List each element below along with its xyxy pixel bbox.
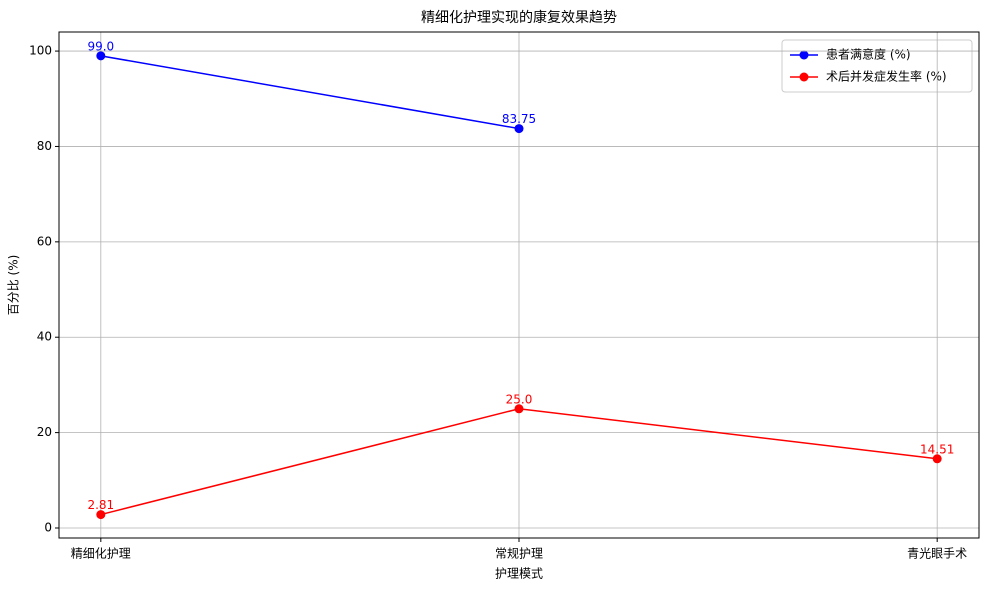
x-tick-label: 精细化护理 <box>71 547 131 561</box>
series-line <box>100 55 520 130</box>
value-label: 2.81 <box>87 498 114 512</box>
data-point <box>96 51 106 61</box>
data-point <box>514 404 524 414</box>
x-tick-label: 青光眼手术 <box>907 547 967 561</box>
legend-box <box>781 39 973 93</box>
data-point <box>514 124 524 134</box>
legend-label: 患者满意度 (%) <box>826 47 911 62</box>
y-axis-label: 百分比 (%) <box>7 255 21 316</box>
legend-marker <box>799 72 809 82</box>
value-label: 99.0 <box>87 39 114 53</box>
y-tick-label: 0 <box>44 520 52 534</box>
legend-label: 术后并发症发生率 (%) <box>826 69 947 84</box>
value-label: 14.51 <box>920 442 954 456</box>
y-tick-label: 40 <box>37 330 52 344</box>
value-label: 83.75 <box>502 112 536 126</box>
chart-title: 精细化护理实现的康复效果趋势 <box>421 9 617 26</box>
legend-marker <box>799 50 809 60</box>
x-tick-label: 常规护理 <box>495 546 543 561</box>
y-tick-label: 60 <box>37 234 52 248</box>
value-label: 25.0 <box>506 392 533 406</box>
y-tick-label: 20 <box>37 425 52 439</box>
x-axis-label: 护理模式 <box>495 567 543 581</box>
data-point <box>96 510 106 520</box>
y-tick-label: 80 <box>37 139 52 153</box>
y-tick-label: 100 <box>29 44 52 58</box>
plot-frame <box>58 31 980 539</box>
data-point <box>932 454 942 464</box>
legend: 患者满意度 (%) 术后并发症发生率 (%) <box>781 39 973 93</box>
